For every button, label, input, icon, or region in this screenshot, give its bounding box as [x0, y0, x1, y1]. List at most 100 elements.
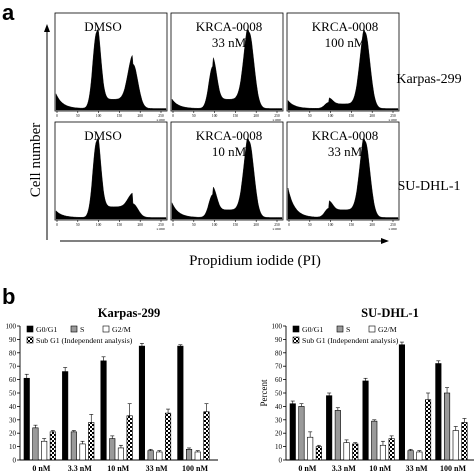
category-label: 3.3 nM	[332, 464, 356, 473]
bar-chart-1: Karpas-299 0 10 20 30 40 50 60 70 80 90 100 0 nM 3.3 …	[6, 306, 218, 473]
x-tick-label: 150	[117, 114, 123, 118]
y-tick-label: 100	[6, 323, 17, 331]
legend-swatch	[368, 325, 376, 333]
x-tick-label: 0	[172, 114, 174, 118]
x-tick-multiplier: x1000	[273, 118, 282, 122]
bar	[298, 406, 305, 461]
bar	[461, 422, 468, 461]
bar	[352, 443, 359, 461]
y-tick-label: 80	[275, 349, 283, 357]
bar	[70, 431, 77, 461]
histogram-frame	[170, 121, 284, 221]
bar	[62, 371, 69, 461]
y-tick-label: 90	[275, 336, 283, 344]
y-tick-label: 10	[275, 443, 283, 451]
x-tick-label: 200	[138, 223, 144, 227]
histogram-frame	[286, 121, 400, 221]
bar	[443, 392, 451, 461]
legend-swatch	[70, 325, 78, 333]
x-tick-label: 100	[96, 223, 102, 227]
x-tick-label: 150	[349, 223, 355, 227]
bar	[416, 451, 423, 461]
x-tick-label: 250	[274, 223, 280, 227]
x-tick-label: 200	[370, 223, 376, 227]
legend-swatch	[336, 325, 344, 333]
histogram-curve	[171, 29, 283, 111]
y-tick-label: 0	[13, 457, 17, 465]
x-axis-label: Propidium iodide (PI)	[189, 253, 321, 269]
y-tick-label: 0	[279, 457, 283, 465]
x-tick-label: 150	[117, 223, 123, 227]
x-tick-label: 200	[254, 114, 260, 118]
y-axis-label: Cell number	[28, 123, 44, 198]
histogram-curve	[55, 138, 167, 220]
histogram-title: KRCA-0008	[312, 19, 378, 34]
histogram-title: 33 nM	[328, 144, 363, 159]
bar	[289, 403, 296, 461]
legend-label: Sub G1 (Independent analysis)	[36, 336, 133, 345]
y-tick-label: 20	[275, 430, 283, 438]
histogram-title: DMSO	[84, 128, 122, 143]
x-tick-label: 100	[212, 114, 218, 118]
y-tick-label: 50	[275, 390, 283, 398]
bar	[117, 447, 124, 461]
x-tick-multiplier: x1000	[157, 118, 166, 122]
x-tick-label: 250	[390, 114, 396, 118]
legend-label: Sub G1 (Independent analysis)	[302, 336, 399, 345]
category-label: 100 nM	[182, 464, 208, 473]
y-axis-label: Percent	[259, 379, 269, 406]
category-label: 10 nM	[369, 464, 391, 473]
legend-label: G2/M	[112, 325, 131, 334]
y-tick-label: 70	[9, 363, 17, 371]
histogram-curve	[171, 138, 283, 220]
histogram-title: DMSO	[84, 19, 122, 34]
histogram-curve	[55, 29, 167, 111]
y-tick-label: 30	[275, 416, 283, 424]
x-tick-label: 0	[56, 223, 58, 227]
bar	[307, 436, 314, 461]
legend-label: G2/M	[378, 325, 397, 334]
x-tick-label: 0	[56, 114, 58, 118]
bar	[79, 443, 86, 461]
panel-a-label: a	[2, 0, 15, 25]
y-tick-label: 20	[9, 430, 17, 438]
x-tick-label: 100	[328, 223, 334, 227]
bar	[435, 363, 442, 461]
cell-line-label-sudhl: SU-DHL-1	[398, 179, 461, 194]
bar	[398, 344, 406, 461]
x-axis-arrowhead	[381, 238, 389, 244]
y-axis-arrowhead	[44, 24, 50, 32]
y-tick-label: 90	[9, 336, 17, 344]
histogram-title: KRCA-0008	[196, 19, 262, 34]
histogram-curve	[287, 29, 399, 111]
bar	[177, 345, 184, 461]
y-tick-label: 60	[275, 376, 283, 384]
legend-swatch	[292, 336, 300, 344]
bar	[126, 415, 133, 461]
bar	[452, 430, 459, 461]
histogram-frame	[54, 12, 168, 112]
bar	[32, 427, 39, 461]
y-tick-label: 80	[9, 349, 17, 357]
x-tick-label: 50	[308, 223, 312, 227]
x-tick-multiplier: x1000	[389, 227, 398, 231]
legend-label: G0/G1	[36, 325, 57, 334]
legend-swatch	[102, 325, 110, 333]
histogram-title: 10 nM	[212, 144, 247, 159]
x-tick-label: 250	[274, 114, 280, 118]
x-tick-label: 0	[172, 223, 174, 227]
x-tick-multiplier: x1000	[389, 118, 398, 122]
x-tick-label: 200	[254, 223, 260, 227]
x-tick-label: 100	[212, 223, 218, 227]
histogram-title: KRCA-0008	[312, 128, 378, 143]
y-tick-label: 60	[9, 376, 17, 384]
bar	[100, 360, 107, 461]
histogram-frame	[286, 12, 400, 112]
x-tick-label: 200	[370, 114, 376, 118]
bar	[388, 438, 395, 461]
x-tick-label: 150	[233, 223, 239, 227]
